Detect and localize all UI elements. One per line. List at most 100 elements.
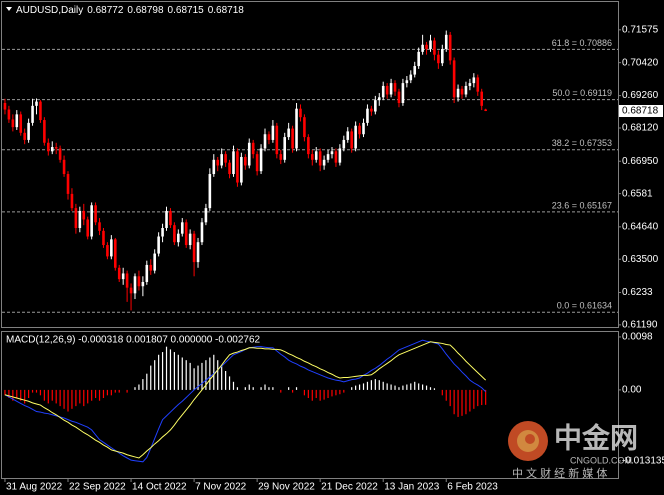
- candle-body: [177, 233, 180, 243]
- candle-body: [11, 119, 15, 128]
- candle-body: [43, 120, 46, 143]
- candle-body: [476, 77, 480, 92]
- macd-line: [4, 341, 486, 459]
- watermark: 中金网 CNGOLD.COM 中 文 财 经 新 媒 体: [508, 421, 638, 480]
- candle-body: [429, 40, 432, 50]
- candle-body: [62, 159, 66, 175]
- candle-body: [113, 239, 117, 268]
- x-tick-label: 21 Dec 2022: [321, 482, 378, 493]
- candle-body: [448, 34, 452, 61]
- y-tick-label: 0.00: [622, 385, 642, 396]
- candle-body: [283, 137, 287, 160]
- candle-body: [220, 154, 223, 166]
- candle-body: [66, 174, 70, 194]
- candle-body: [125, 273, 129, 288]
- candle-body: [279, 154, 283, 160]
- candle-body: [255, 154, 259, 172]
- candle-body: [334, 151, 338, 163]
- candle-body: [303, 117, 306, 138]
- candle-body: [322, 159, 326, 166]
- fib-label: 0.0 = 0.61634: [557, 301, 612, 311]
- candle-body: [346, 131, 350, 140]
- candle-body: [307, 137, 310, 155]
- candle-body: [196, 242, 200, 263]
- y-tick-label: 0.6581: [622, 188, 653, 199]
- candle-body: [247, 142, 251, 166]
- x-tick-label: 31 Aug 2022: [6, 482, 63, 493]
- last-price-box: [619, 105, 663, 118]
- price-header: AUDUSD,Daily 0.68772 0.68798 0.68715 0.68718: [16, 5, 244, 16]
- candle-body: [433, 40, 436, 55]
- candle-body: [456, 88, 460, 98]
- candle-body: [318, 151, 322, 166]
- candle-body: [460, 88, 464, 95]
- candle-body: [421, 44, 424, 52]
- candle-body: [208, 174, 212, 209]
- candle-body: [153, 253, 156, 271]
- candle-body: [161, 227, 164, 237]
- candle-body: [50, 147, 54, 152]
- candle-body: [31, 105, 34, 123]
- candle-body: [157, 236, 160, 254]
- watermark-site: CNGOLD.COM: [570, 455, 632, 465]
- candle-body: [425, 44, 428, 50]
- candle-body: [291, 128, 294, 149]
- candle-body: [259, 148, 263, 172]
- y-tick-label: 0.63500: [622, 254, 659, 265]
- candle-body: [117, 267, 121, 280]
- candle-body: [86, 219, 90, 237]
- candle-body: [224, 154, 227, 163]
- candle-body: [184, 222, 188, 246]
- candle-body: [192, 233, 196, 263]
- candle-body: [204, 208, 208, 223]
- y-tick-label: -0.013135: [622, 456, 664, 467]
- watermark-slogan: 中 文 财 经 新 媒 体: [512, 466, 607, 480]
- watermark-name: 中金网: [554, 421, 638, 453]
- candle-body: [82, 210, 86, 220]
- candle-body: [263, 134, 267, 149]
- y-tick-label: 0.69260: [622, 90, 659, 101]
- symbol-icon: [6, 7, 12, 11]
- candle-body: [295, 108, 298, 149]
- candle-body: [472, 77, 476, 84]
- candle-body: [94, 205, 97, 223]
- x-tick-label: 13 Jan 2023: [384, 482, 439, 493]
- candle-body: [35, 101, 38, 106]
- candle-body: [358, 125, 361, 135]
- x-tick-label: 29 Nov 2022: [258, 482, 315, 493]
- candle-body: [110, 239, 113, 257]
- candle-body: [310, 154, 314, 160]
- candle-body: [165, 210, 168, 228]
- fib-label: 61.8 = 0.70886: [552, 38, 612, 48]
- candle-body: [370, 108, 373, 112]
- high-value: 0.68798: [127, 5, 164, 16]
- candle-body: [338, 148, 342, 163]
- y-tick-label: 0.70420: [622, 57, 659, 68]
- candle-body: [129, 287, 133, 294]
- candle-body: [271, 125, 275, 140]
- candle-body: [149, 264, 153, 271]
- candle-body: [441, 49, 444, 64]
- candle-body: [389, 83, 393, 95]
- candle-body: [275, 125, 279, 155]
- candle-body: [314, 151, 318, 160]
- macd-pane-frame: [1, 331, 619, 479]
- candle-body: [169, 210, 172, 226]
- y-tick-label: 0.71575: [622, 24, 659, 35]
- candle-body: [27, 122, 30, 140]
- candle-body: [397, 91, 401, 103]
- candle-body: [464, 85, 468, 95]
- candle-body: [452, 60, 456, 98]
- candle-body: [342, 139, 346, 149]
- fib-label: 38.2 = 0.67353: [552, 138, 612, 148]
- y-tick-label: 0.61190: [622, 320, 658, 331]
- candle-body: [480, 91, 484, 106]
- y-tick-label: 0.0098: [622, 332, 653, 343]
- y-tick-label: 0.68120: [622, 123, 659, 134]
- candle-body: [216, 159, 220, 166]
- candle-body: [137, 276, 141, 287]
- candle-body: [228, 162, 231, 175]
- candle-body: [287, 128, 290, 138]
